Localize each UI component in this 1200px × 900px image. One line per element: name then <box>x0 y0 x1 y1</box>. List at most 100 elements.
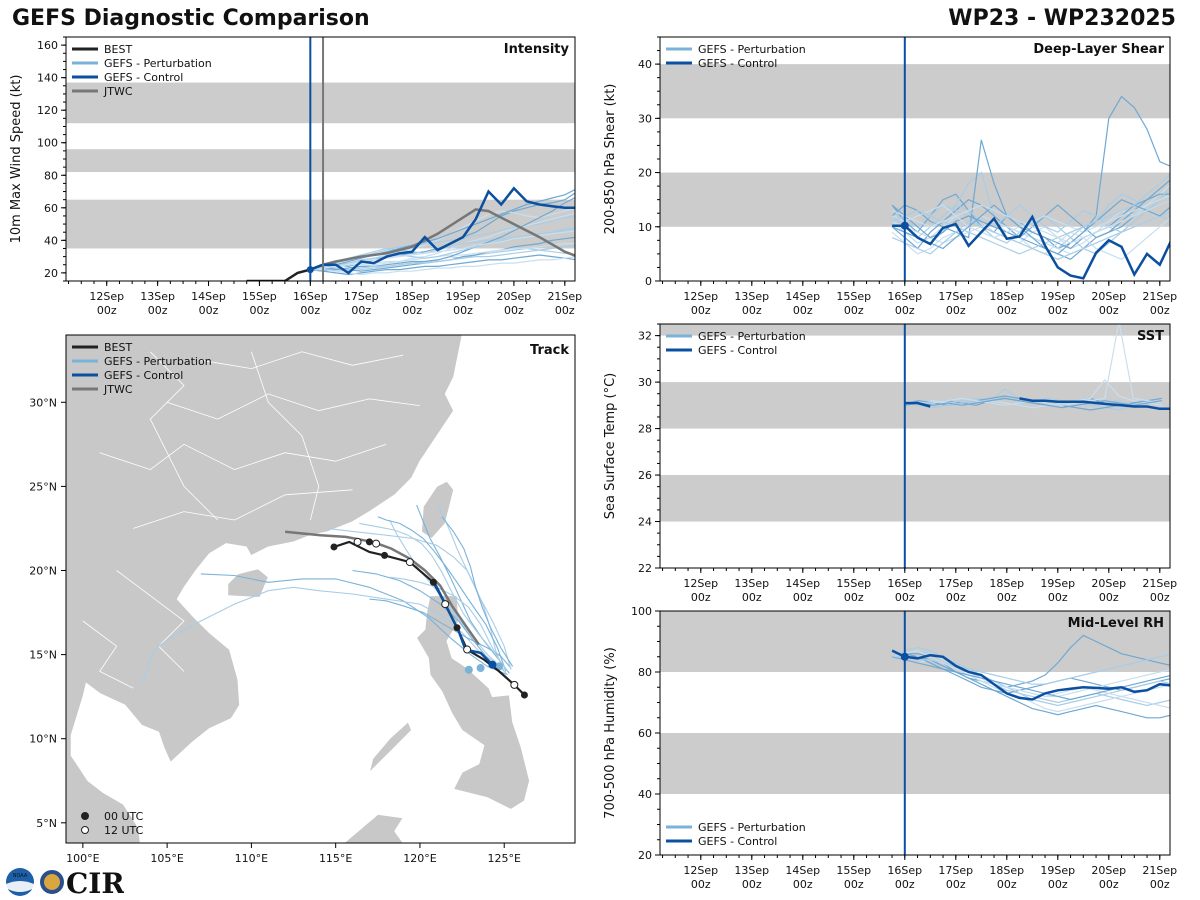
shear-x-tick-label-day: 12Sep <box>683 290 718 303</box>
shear-shaded-band <box>660 172 1170 227</box>
intensity-perturbation-line <box>310 254 575 276</box>
intensity-plot-area <box>66 82 575 281</box>
rh-control-line <box>891 649 1170 701</box>
intensity-y-tick-label: 160 <box>37 39 58 52</box>
rh-x-tick-label-hour: 00z <box>844 878 864 891</box>
rh-perturbation-line <box>892 653 1170 685</box>
track-x-tick-label: 110°E <box>235 852 268 865</box>
track-legend-label: GEFS - Perturbation <box>104 355 212 368</box>
rh-x-tick-label-hour: 00z <box>1048 878 1068 891</box>
rh-perturbation-line <box>891 649 1170 698</box>
track-y-tick-label: 20°N <box>29 564 57 577</box>
intensity-perturbation-line <box>310 192 575 271</box>
intensity-x-tick-label-hour: 00z <box>555 304 575 317</box>
track-land <box>66 335 463 843</box>
track-legend-label: BEST <box>104 341 132 354</box>
track-admin-boundary <box>200 351 404 370</box>
shear-perturbation-line <box>891 174 1170 255</box>
sst-x-tick-label-day: 15Sep <box>836 577 871 590</box>
track-plot-area <box>66 335 575 843</box>
rh-y-tick-label: 80 <box>638 666 652 679</box>
intensity-x-tick-label-hour: 00z <box>453 304 473 317</box>
sst-x-tick-label-hour: 00z <box>1048 591 1068 604</box>
cira-logo-text: CIRA <box>66 867 124 898</box>
intensity-jtwc-line <box>322 208 575 266</box>
rh-perturbation-line <box>891 656 1170 701</box>
intensity-x-tick-label-day: 17Sep <box>344 290 379 303</box>
intensity-y-tick-label: 120 <box>37 104 58 117</box>
track-admin-boundary <box>149 351 218 521</box>
cira-noaa-logo: NOAA CIRA <box>6 867 124 898</box>
rh-plot-area <box>660 611 1170 794</box>
intensity-perturbation-line <box>310 215 575 271</box>
rh-x-tick-label-day: 14Sep <box>785 864 820 877</box>
sst-frame <box>659 323 1171 569</box>
intensity-y-tick-label: 140 <box>37 72 58 85</box>
shear-perturbation-line <box>891 179 1170 239</box>
sst-perturbation-line <box>904 388 1162 411</box>
track-marker-legend-label: 12 UTC <box>104 824 144 837</box>
sst-x-tick-label-hour: 00z <box>895 591 915 604</box>
track-legend-label: JTWC <box>103 383 133 396</box>
track-marker-legend-swatch <box>81 812 89 820</box>
panel-shear: 01020304012Sep00z13Sep00z14Sep00z15Sep00… <box>603 36 1177 317</box>
track-y-tick-label: 30°N <box>29 396 57 409</box>
track-best-00utc-marker <box>330 543 338 551</box>
track-perturbation-marker <box>488 660 497 669</box>
sst-x-tick-label-day: 16Sep <box>887 577 922 590</box>
shear-y-tick-label: 10 <box>638 221 652 234</box>
track-y-tick-label: 25°N <box>29 480 57 493</box>
track-land <box>368 721 412 774</box>
sst-x-tick-label-day: 13Sep <box>734 577 769 590</box>
shear-perturbation-line <box>891 95 1170 250</box>
intensity-legend-label: GEFS - Perturbation <box>104 57 212 70</box>
shear-y-axis-label: 200-850 hPa Shear (kt) <box>603 84 618 235</box>
rh-perturbation-line <box>891 646 1170 707</box>
track-control-line <box>433 583 494 666</box>
shear-x-tick-label-hour: 00z <box>895 304 915 317</box>
track-jtwc-line <box>284 530 480 646</box>
intensity-x-tick-label-day: 13Sep <box>140 290 175 303</box>
track-x-tick-label: 115°E <box>319 852 352 865</box>
track-perturbation-line <box>436 502 512 670</box>
rh-y-axis-label: 700-500 hPa Humidity (%) <box>603 647 618 819</box>
track-perturbation-line <box>416 504 510 674</box>
rh-x-tick-label-day: 18Sep <box>989 864 1024 877</box>
sst-plot-area <box>660 324 1170 522</box>
track-best-12utc-marker <box>441 600 450 609</box>
rh-x-tick-label-hour: 00z <box>997 878 1017 891</box>
track-frame <box>65 334 576 844</box>
rh-shaded-band <box>660 611 1170 672</box>
sst-perturbation-line <box>904 324 1162 406</box>
track-best-12utc-marker <box>463 645 472 654</box>
rh-x-tick-label-day: 19Sep <box>1040 864 1075 877</box>
intensity-frame <box>65 36 576 282</box>
panel-rh: 2040608010012Sep00z13Sep00z14Sep00z15Sep… <box>603 605 1177 891</box>
rh-x-tick-label-day: 15Sep <box>836 864 871 877</box>
intensity-x-tick-label-day: 16Sep <box>293 290 328 303</box>
shear-perturbation-line <box>891 215 1170 260</box>
intensity-x-tick-label-day: 14Sep <box>191 290 226 303</box>
sst-legend-label: GEFS - Control <box>698 344 777 357</box>
shear-y-tick-label: 0 <box>645 275 652 288</box>
shear-perturbation-line <box>891 185 1170 239</box>
track-perturbation-marker <box>495 662 504 671</box>
shear-perturbation-line <box>891 184 1170 250</box>
track-land <box>343 813 404 843</box>
sst-x-tick-label-day: 18Sep <box>989 577 1024 590</box>
rh-x-tick-label-day: 12Sep <box>683 864 718 877</box>
intensity-x-tick-label-hour: 00z <box>250 304 270 317</box>
sst-x-tick-label-hour: 00z <box>1099 591 1119 604</box>
shear-x-tick-label-day: 19Sep <box>1040 290 1075 303</box>
sst-x-tick-label-day: 17Sep <box>938 577 973 590</box>
intensity-legend-label: GEFS - Control <box>104 71 183 84</box>
intensity-x-tick-label-hour: 00z <box>300 304 320 317</box>
intensity-y-tick-label: 100 <box>37 137 58 150</box>
sst-legend-label: GEFS - Perturbation <box>698 330 806 343</box>
rh-perturbation-line <box>891 653 1170 698</box>
track-perturbation-line <box>389 519 503 669</box>
track-best-12utc-marker <box>353 537 362 546</box>
sst-shaded-band <box>660 324 1170 336</box>
intensity-x-tick-label-day: 12Sep <box>89 290 124 303</box>
track-perturbation-line <box>200 573 508 676</box>
